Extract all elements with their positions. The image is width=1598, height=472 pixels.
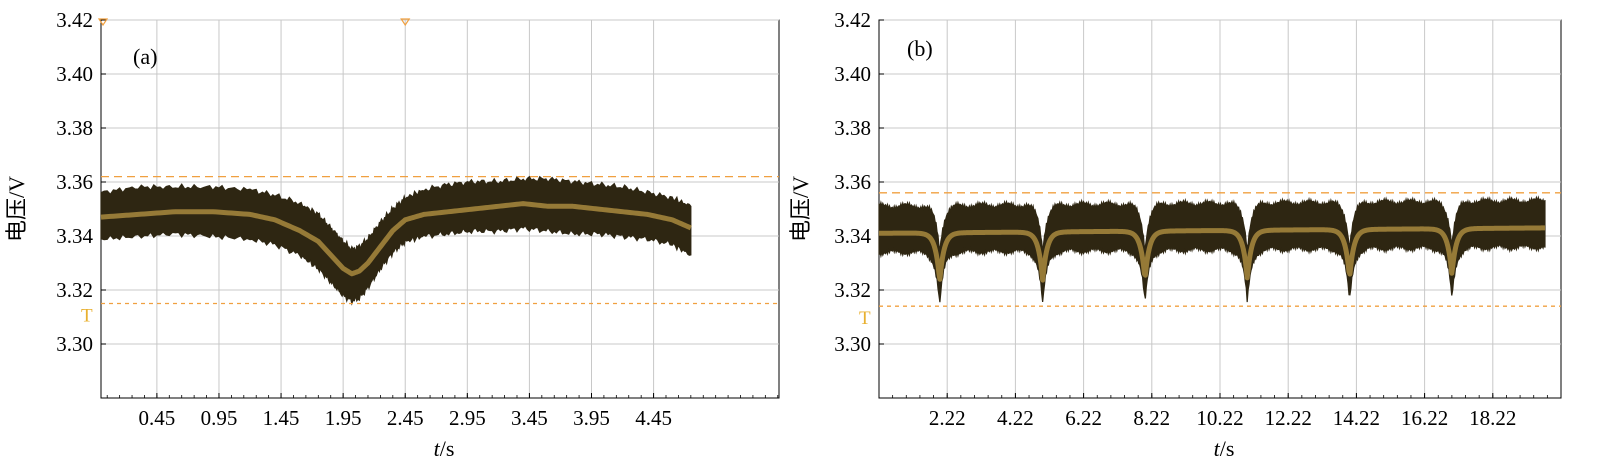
x-tick-label: 14.22 bbox=[1333, 406, 1380, 430]
y-tick-label: 3.42 bbox=[834, 8, 871, 32]
mean-trace bbox=[100, 201, 692, 277]
y-axis-label: 电压/V bbox=[788, 176, 813, 242]
panel-label: (a) bbox=[133, 44, 157, 69]
trigger-marker: T bbox=[81, 306, 93, 327]
y-tick-label: 3.34 bbox=[56, 224, 93, 248]
x-axis-label-unit: /s bbox=[440, 436, 455, 461]
y-tick-label: 3.30 bbox=[834, 332, 871, 356]
x-axis-label: t/s bbox=[434, 436, 455, 461]
cursor-marker-icon bbox=[97, 18, 109, 27]
y-tick-label: 3.32 bbox=[834, 278, 871, 302]
y-tick-label: 3.38 bbox=[56, 116, 93, 140]
signal-envelope bbox=[878, 195, 1546, 303]
x-axis-label-var: t bbox=[434, 436, 441, 461]
y-axis-label: 电压/V bbox=[4, 176, 29, 242]
x-tick-label: 6.22 bbox=[1065, 406, 1102, 430]
y-tick-label: 3.38 bbox=[834, 116, 871, 140]
x-tick-label: 3.95 bbox=[573, 406, 610, 430]
y-tick-label: 3.36 bbox=[834, 170, 871, 194]
x-tick-label: 18.22 bbox=[1469, 406, 1516, 430]
x-tick-label: 0.95 bbox=[201, 406, 238, 430]
y-tick-label: 3.32 bbox=[56, 278, 93, 302]
trigger-marker: T bbox=[859, 308, 871, 329]
y-tick-label: 3.36 bbox=[56, 170, 93, 194]
x-tick-label: 16.22 bbox=[1401, 406, 1448, 430]
cursor-marker-icon bbox=[400, 18, 411, 27]
mean-trace bbox=[877, 225, 1547, 283]
x-tick-label: 10.22 bbox=[1196, 406, 1243, 430]
x-tick-label: 1.45 bbox=[263, 406, 300, 430]
x-axis-label: t/s bbox=[1214, 436, 1235, 461]
signal-envelope bbox=[100, 175, 692, 306]
y-tick-label: 3.42 bbox=[56, 8, 93, 32]
x-tick-label: 12.22 bbox=[1265, 406, 1312, 430]
x-tick-label: 4.22 bbox=[997, 406, 1034, 430]
x-tick-label: 0.45 bbox=[139, 406, 176, 430]
y-tick-label: 3.40 bbox=[834, 62, 871, 86]
x-tick-label: 4.45 bbox=[635, 406, 672, 430]
panel-b: 2.22 4.22 6.22 8.22 10.22 12.22 14.22 16.22 18.2… bbox=[788, 8, 1562, 461]
x-axis-label-var: t bbox=[1214, 436, 1221, 461]
x-tick-label: 1.95 bbox=[325, 406, 362, 430]
x-tick-label: 3.45 bbox=[511, 406, 548, 430]
y-tick-label: 3.30 bbox=[56, 332, 93, 356]
x-axis-label-unit: /s bbox=[1220, 436, 1235, 461]
x-tick-label: 2.95 bbox=[449, 406, 486, 430]
y-tick-label: 3.40 bbox=[56, 62, 93, 86]
x-tick-label: 2.22 bbox=[929, 406, 966, 430]
y-tick-label: 3.34 bbox=[834, 224, 871, 248]
x-tick-label: 8.22 bbox=[1133, 406, 1170, 430]
panel-a: 0.45 0.95 1.45 1.95 2.45 2.95 3.45 3.95 4.45 3.30… bbox=[4, 8, 780, 461]
panel-label: (b) bbox=[907, 36, 933, 61]
x-tick-label: 2.45 bbox=[387, 406, 424, 430]
